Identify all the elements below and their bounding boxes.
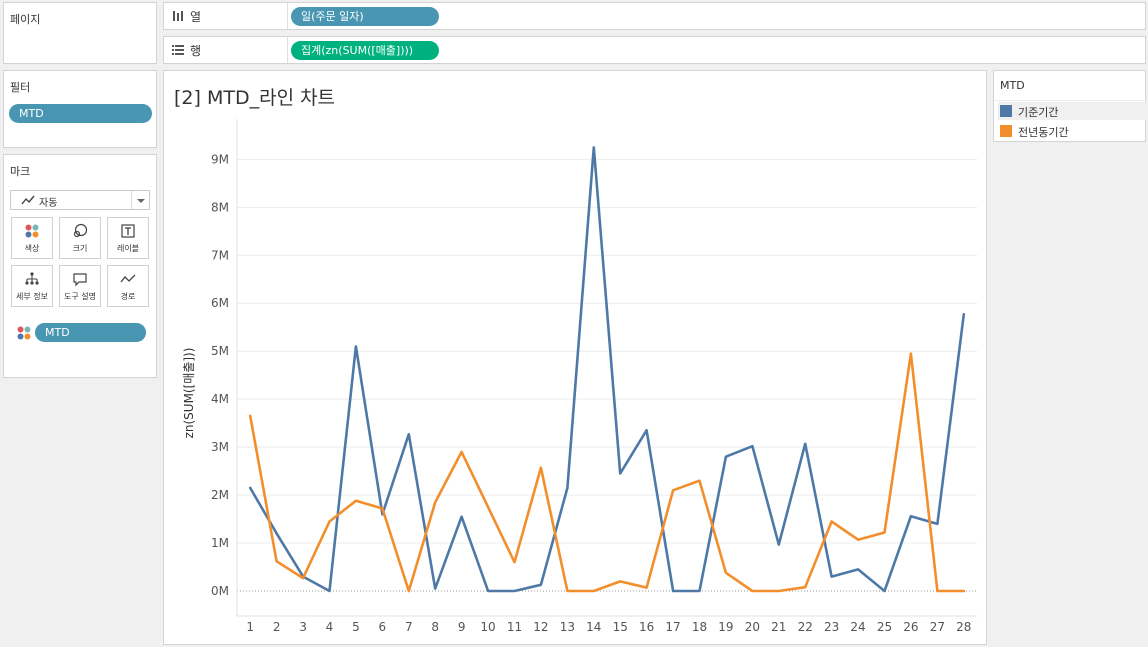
legend-card[interactable]: MTD 기준기간 전년동기간 — [993, 70, 1148, 142]
x-tick-label: 28 — [956, 620, 971, 634]
pages-card[interactable]: 페이지 — [3, 2, 157, 64]
columns-pill[interactable]: 일(주문 일자) — [291, 7, 439, 26]
x-tick-label: 7 — [405, 620, 413, 634]
legend-item-prior-year[interactable]: 전년동기간 — [998, 122, 1148, 140]
y-tick-label: 8M — [211, 200, 229, 214]
x-tick-label: 18 — [692, 620, 707, 634]
x-tick-label: 1 — [246, 620, 254, 634]
marks-label-label: 레이블 — [116, 244, 140, 253]
color-icon — [16, 325, 32, 344]
x-tick-label: 21 — [771, 620, 786, 634]
chart-title: [2] MTD_라인 차트 — [174, 87, 335, 109]
label-icon — [108, 223, 148, 239]
x-tick-label: 12 — [533, 620, 548, 634]
y-tick-label: 6M — [211, 296, 229, 310]
legend-swatch — [1000, 125, 1012, 137]
y-tick-label: 2M — [211, 488, 229, 502]
size-icon — [60, 223, 100, 239]
y-tick-label: 0M — [211, 584, 229, 598]
x-tick-label: 11 — [507, 620, 522, 634]
filters-card-title: 필터 — [10, 81, 31, 94]
detail-icon — [12, 271, 52, 287]
marks-tooltip-button[interactable]: 도구 설명 — [59, 265, 101, 307]
x-tick-label: 17 — [665, 620, 680, 634]
x-tick-label: 24 — [850, 620, 865, 634]
marks-path-button[interactable]: 경로 — [107, 265, 149, 307]
marks-detail-label: 세부 정보 — [16, 292, 48, 301]
x-tick-label: 23 — [824, 620, 839, 634]
series-line-base-period — [248, 146, 966, 593]
x-tick-label: 4 — [326, 620, 334, 634]
filter-pill-mtd[interactable]: MTD — [9, 104, 152, 123]
columns-shelf-text: 열 — [190, 10, 202, 24]
marks-size-button[interactable]: 크기 — [59, 217, 101, 259]
legend-swatch — [1000, 105, 1012, 117]
y-tick-label: 7M — [211, 248, 229, 262]
rows-icon — [172, 44, 184, 58]
tooltip-icon — [60, 271, 100, 287]
y-tick-label: 5M — [211, 344, 229, 358]
x-tick-label: 19 — [718, 620, 733, 634]
color-icon — [12, 223, 52, 239]
columns-shelf[interactable]: 열 일(주문 일자) — [163, 2, 1146, 30]
legend-title: MTD — [1000, 79, 1025, 92]
columns-shelf-label: 열 — [172, 8, 201, 25]
path-icon — [108, 271, 148, 287]
legend-item-base-period[interactable]: 기준기간 — [998, 102, 1148, 120]
rows-shelf-label: 행 — [172, 42, 201, 59]
x-tick-label: 22 — [798, 620, 813, 634]
x-tick-label: 10 — [480, 620, 495, 634]
x-tick-label: 27 — [930, 620, 945, 634]
marks-path-label: 경로 — [120, 292, 136, 301]
x-tick-label: 13 — [560, 620, 575, 634]
y-tick-label: 9M — [211, 152, 229, 166]
marks-label-button[interactable]: 레이블 — [107, 217, 149, 259]
mark-type-label: 자동 — [39, 198, 58, 209]
filters-card[interactable]: 필터 MTD — [3, 70, 157, 148]
legend-item-label: 기준기간 — [1018, 106, 1059, 119]
y-tick-label: 4M — [211, 392, 229, 406]
x-tick-label: 9 — [458, 620, 466, 634]
marks-card[interactable]: 마크 자동 색상 크기 레이블 세부 정보 도구 설명 — [3, 154, 157, 378]
x-tick-label: 5 — [352, 620, 360, 634]
x-tick-label: 15 — [613, 620, 628, 634]
marks-size-label: 크기 — [72, 244, 88, 253]
y-tick-label: 3M — [211, 440, 229, 454]
y-tick-label: 1M — [211, 536, 229, 550]
marks-color-button[interactable]: 색상 — [11, 217, 53, 259]
x-tick-label: 6 — [379, 620, 387, 634]
rows-shelf-text: 행 — [190, 44, 202, 58]
rows-shelf[interactable]: 행 집계(zn(SUM([매출]))) — [163, 36, 1146, 64]
rows-pill[interactable]: 집계(zn(SUM([매출]))) — [291, 41, 439, 60]
x-tick-label: 16 — [639, 620, 654, 634]
legend-item-label: 전년동기간 — [1018, 126, 1069, 139]
marks-color-label: 색상 — [24, 244, 40, 253]
chevron-down-icon[interactable] — [131, 191, 149, 209]
x-tick-label: 20 — [745, 620, 760, 634]
y-axis-title: zn(SUM([매출])) — [182, 348, 196, 439]
x-tick-label: 3 — [299, 620, 307, 634]
x-tick-label: 2 — [273, 620, 281, 634]
worksheet-view[interactable]: [2] MTD_라인 차트 0M 1M 2M 3M 4M 5M 6M 7M 8M 9M 1 2 3 4 5 6… — [163, 70, 987, 645]
x-tick-label: 26 — [903, 620, 918, 634]
x-tick-label: 8 — [431, 620, 439, 634]
marks-detail-button[interactable]: 세부 정보 — [11, 265, 53, 307]
columns-icon — [172, 10, 184, 24]
mark-type-dropdown[interactable]: 자동 — [10, 190, 150, 210]
pages-card-title: 페이지 — [10, 13, 41, 26]
marks-card-title: 마크 — [10, 165, 31, 178]
x-tick-label: 14 — [586, 620, 601, 634]
marks-tooltip-label: 도구 설명 — [64, 292, 96, 301]
x-tick-label: 25 — [877, 620, 892, 634]
series-line-prior-year — [248, 352, 966, 593]
line-mark-icon — [21, 194, 35, 209]
marks-color-pill-mtd[interactable]: MTD — [35, 323, 146, 342]
